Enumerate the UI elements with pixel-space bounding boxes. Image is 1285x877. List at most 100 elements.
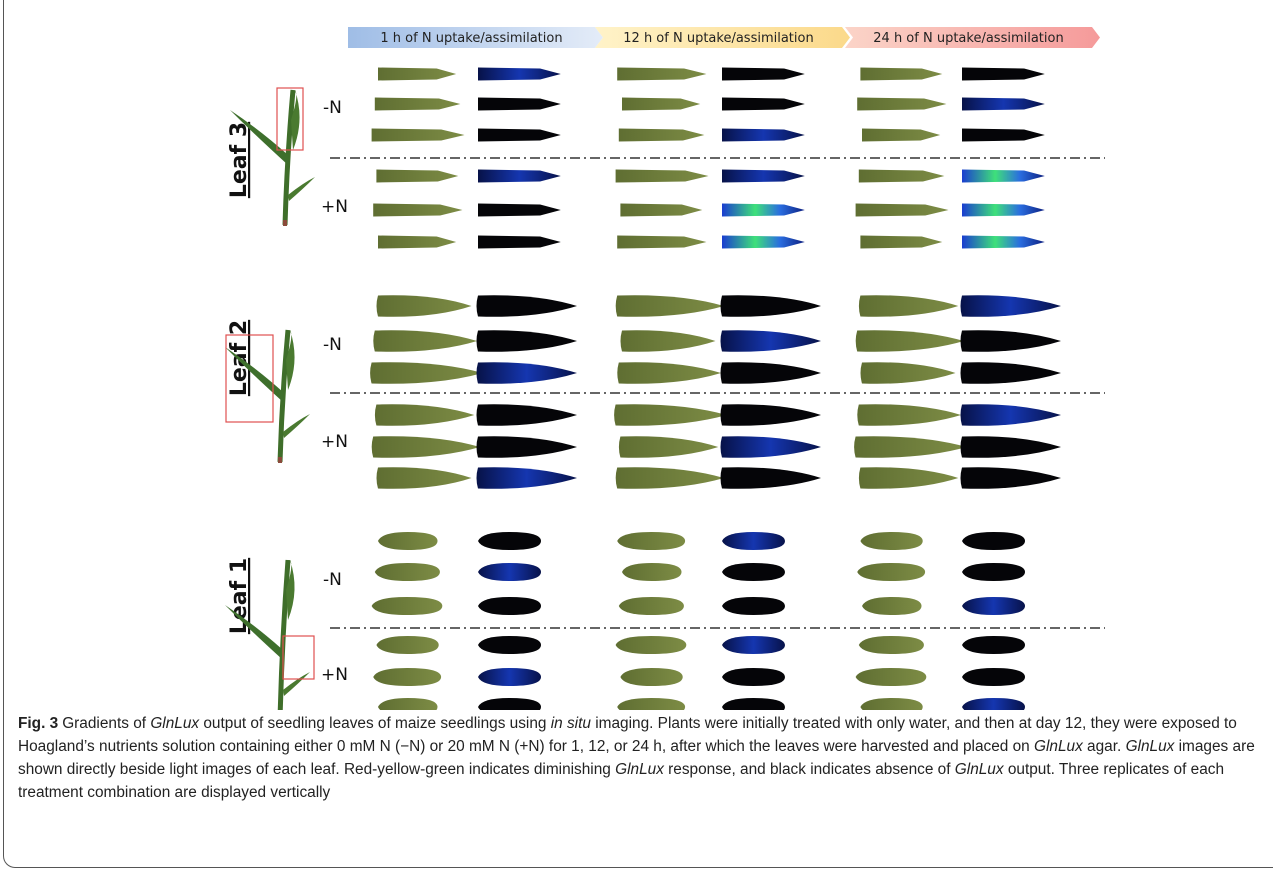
light-leaf-image [861, 362, 956, 384]
light-leaf-image [617, 532, 685, 550]
light-leaf-image [619, 597, 684, 615]
plant-leaf [283, 672, 310, 696]
panel-label: Leaf 3 [227, 122, 252, 198]
glnlux-leaf-image [477, 436, 578, 458]
light-leaf-image [373, 330, 477, 352]
glnlux-leaf-image [478, 698, 541, 710]
light-leaf-image [378, 236, 456, 249]
glnlux-leaf-image [721, 295, 822, 317]
light-leaf-image [857, 404, 961, 426]
light-leaf-image [373, 668, 441, 686]
caption-text: GlnLux [955, 761, 1004, 778]
light-leaf-image [616, 467, 724, 489]
light-leaf-image [375, 98, 461, 111]
treatment-label: -N [323, 570, 342, 590]
glnlux-leaf-image [722, 668, 785, 686]
light-leaf-image [375, 404, 474, 426]
plant-root [278, 457, 282, 463]
treatment-label: +N [321, 432, 348, 452]
light-leaf-image [620, 668, 682, 686]
glnlux-leaf-image [477, 295, 578, 317]
caption-text: Gradients of [62, 715, 150, 732]
plant-leaf [283, 414, 310, 438]
light-leaf-image [622, 563, 682, 581]
light-leaf-image [862, 129, 940, 142]
glnlux-leaf-image [961, 295, 1062, 317]
glnlux-leaf-image [721, 467, 822, 489]
caption-text: GlnLux [615, 761, 664, 778]
light-leaf-image [378, 532, 438, 550]
light-leaf-image [378, 68, 456, 81]
timepoint-label: 24 h of N uptake/assimilation [873, 31, 1063, 46]
glnlux-leaf-image [722, 98, 805, 111]
light-leaf-image [859, 467, 958, 489]
glnlux-leaf-image [962, 668, 1025, 686]
caption-text: response, and black indicates absence of [664, 761, 955, 778]
glnlux-leaf-image [962, 563, 1025, 581]
glnlux-leaf-image [722, 532, 785, 550]
caption-text: GlnLux [1126, 738, 1175, 755]
caption-label: Fig. 3 [18, 715, 58, 732]
plant-root [283, 220, 287, 226]
light-leaf-image [617, 68, 706, 81]
glnlux-leaf-image [962, 170, 1045, 183]
light-leaf-image [860, 698, 922, 710]
glnlux-leaf-image [721, 436, 822, 458]
light-leaf-image [617, 698, 685, 710]
glnlux-leaf-image [962, 68, 1045, 81]
glnlux-leaf-image [478, 668, 541, 686]
glnlux-leaf-image [477, 404, 578, 426]
light-leaf-image [860, 68, 942, 81]
glnlux-leaf-image [478, 563, 541, 581]
light-leaf-image [621, 330, 716, 352]
glnlux-leaf-image [961, 436, 1062, 458]
glnlux-leaf-image [721, 330, 822, 352]
glnlux-leaf-image [721, 404, 822, 426]
light-leaf-image [377, 467, 472, 489]
timepoint-label: 1 h of N uptake/assimilation [380, 31, 562, 46]
figure-page: 1 h of N uptake/assimilation 12 h of N up… [0, 0, 1285, 877]
glnlux-leaf-image [962, 597, 1025, 615]
light-leaf-image [372, 129, 465, 142]
glnlux-leaf-image [478, 204, 561, 217]
light-leaf-image [857, 98, 946, 111]
glnlux-leaf-image [962, 129, 1045, 142]
glnlux-leaf-image [962, 636, 1025, 654]
glnlux-leaf-image [961, 404, 1062, 426]
glnlux-leaf-image [962, 532, 1025, 550]
treatment-label: +N [321, 665, 348, 685]
light-leaf-image [860, 532, 922, 550]
light-leaf-image [616, 170, 709, 183]
glnlux-leaf-image [962, 698, 1025, 710]
light-leaf-image [859, 295, 958, 317]
light-leaf-image [614, 404, 727, 426]
figure: 1 h of N uptake/assimilation 12 h of N up… [0, 0, 1285, 710]
glnlux-leaf-image [477, 362, 578, 384]
caption-text: output of seedling leaves of maize seedl… [199, 715, 551, 732]
light-leaf-image [860, 236, 942, 249]
light-leaf-image [372, 597, 443, 615]
light-leaf-image [617, 362, 721, 384]
light-leaf-image [862, 597, 922, 615]
light-leaf-image [622, 98, 700, 111]
glnlux-leaf-image [478, 636, 541, 654]
glnlux-leaf-image [961, 467, 1062, 489]
glnlux-leaf-image [722, 129, 805, 142]
glnlux-leaf-image [478, 532, 541, 550]
glnlux-leaf-image [721, 362, 822, 384]
glnlux-leaf-image [478, 129, 561, 142]
glnlux-leaf-image [477, 467, 578, 489]
light-leaf-image [373, 204, 462, 217]
light-leaf-image [376, 636, 438, 654]
glnlux-leaf-image [722, 204, 805, 217]
glnlux-leaf-image [722, 636, 785, 654]
glnlux-leaf-image [722, 597, 785, 615]
light-leaf-image [854, 436, 967, 458]
light-leaf-image [856, 330, 964, 352]
light-leaf-image [859, 170, 945, 183]
timepoint-label: 12 h of N uptake/assimilation [623, 31, 813, 46]
light-leaf-image [376, 170, 458, 183]
light-leaf-image [372, 436, 480, 458]
caption-text: in situ [551, 715, 591, 732]
